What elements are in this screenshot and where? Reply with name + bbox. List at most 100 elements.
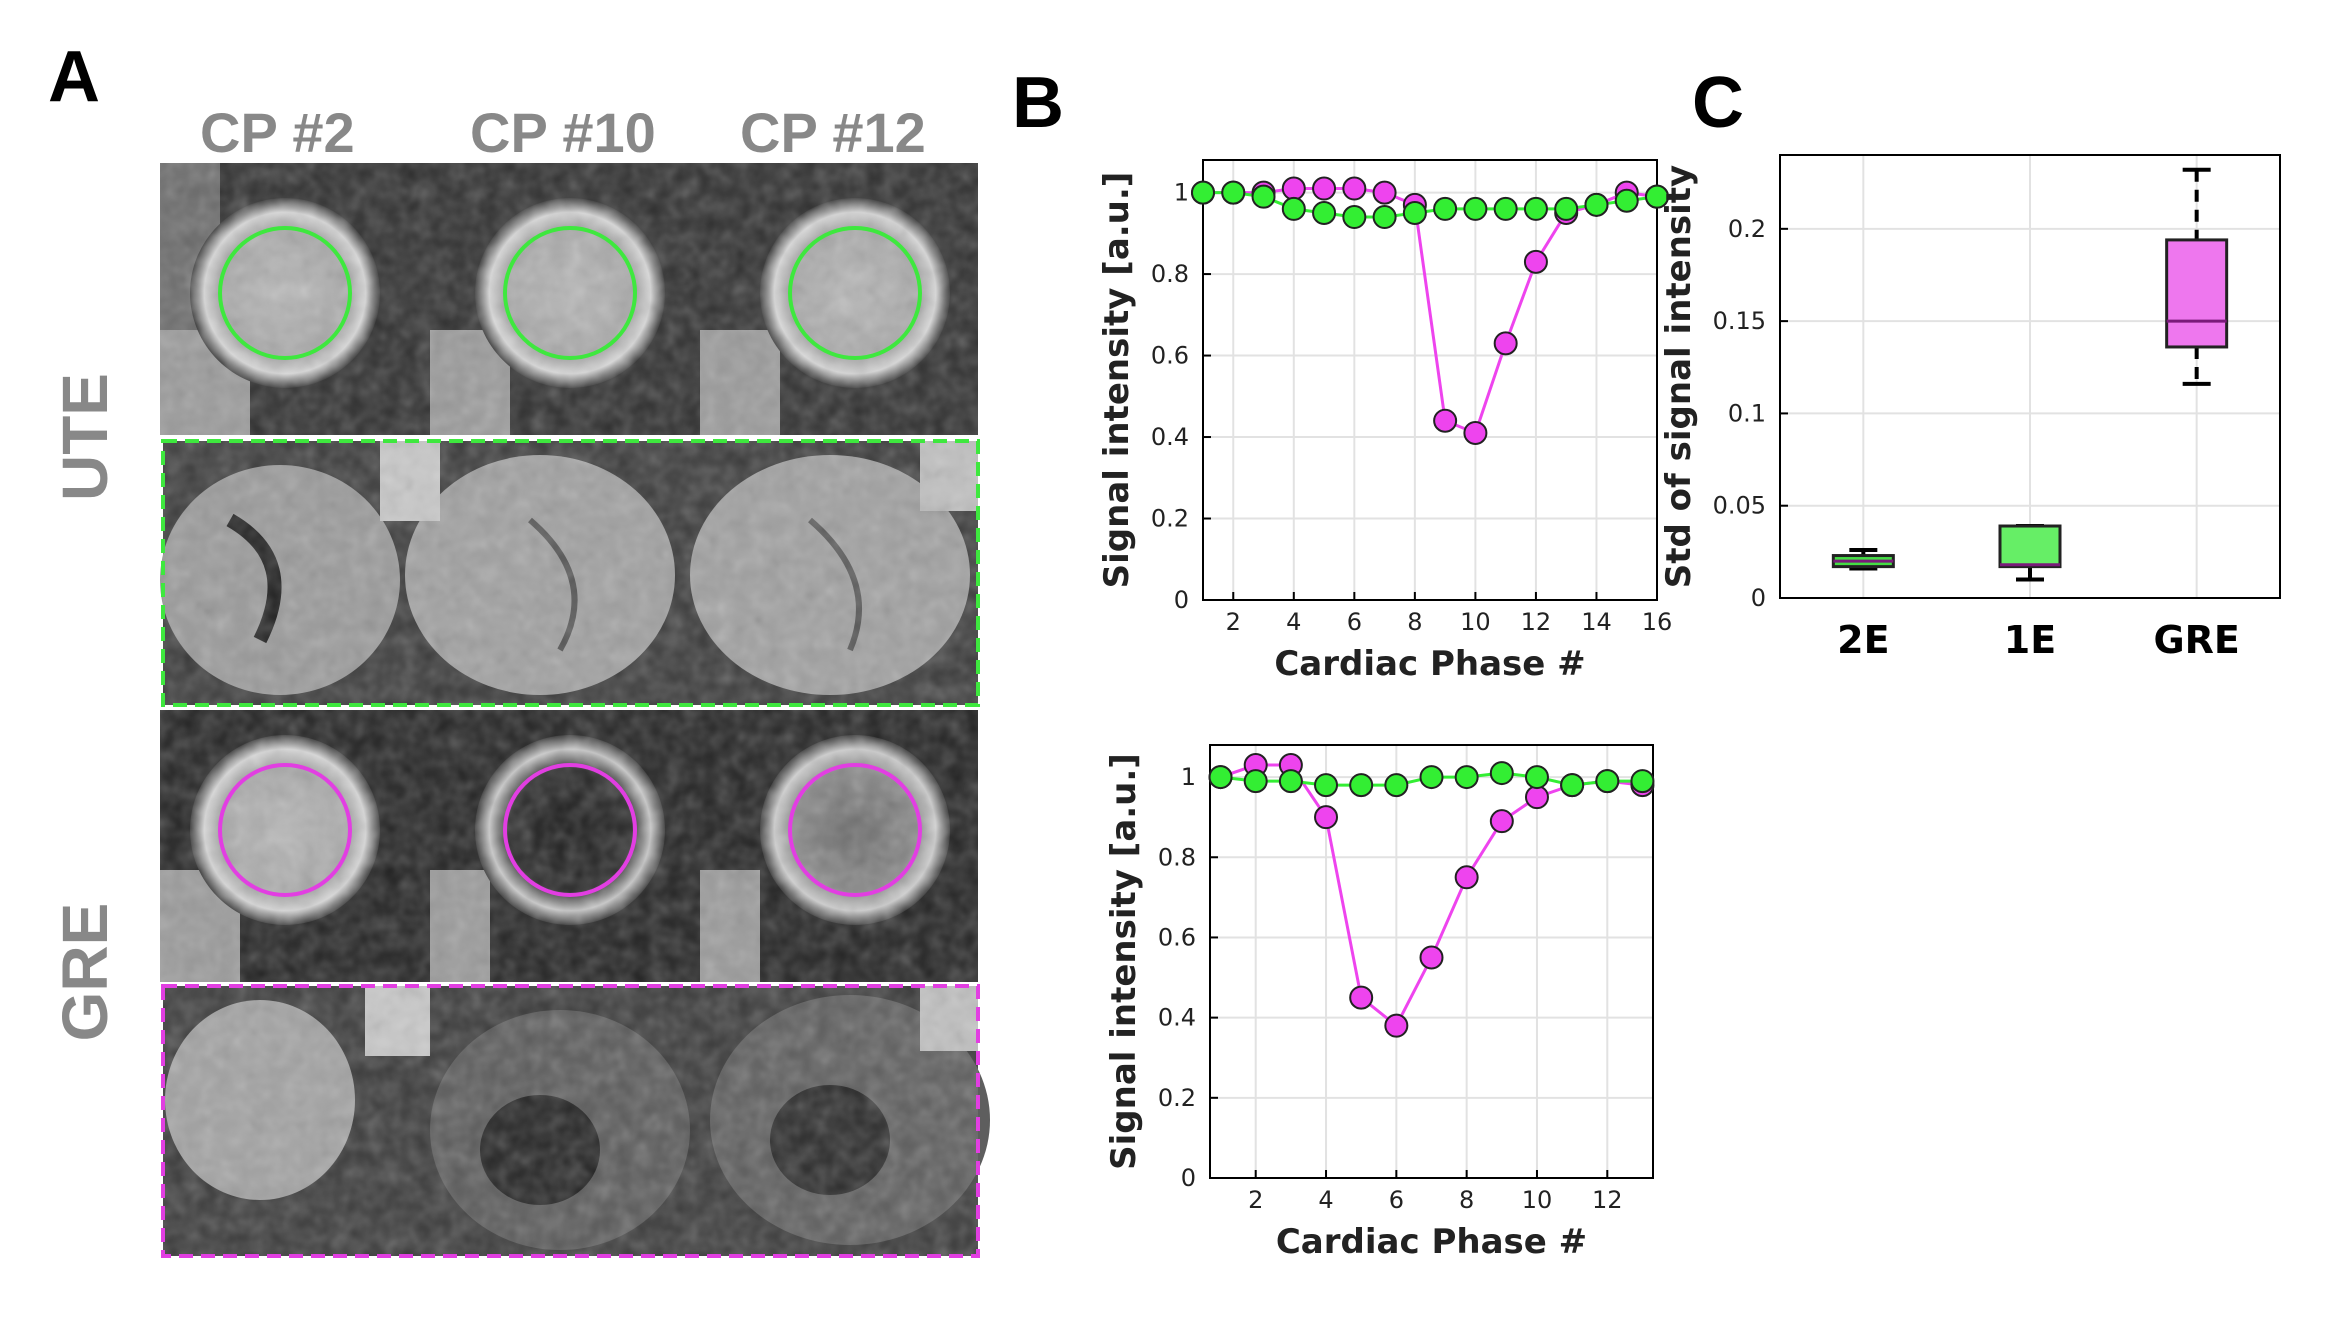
x-tick-label: 4 bbox=[1318, 1186, 1333, 1214]
data-point-1 bbox=[1402, 200, 1427, 225]
data-point-1 bbox=[1278, 769, 1303, 794]
gre-heart-row bbox=[161, 984, 990, 1258]
y-axis-label: Std of signal intensity bbox=[1659, 165, 1699, 588]
y-tick-label: 0 bbox=[1751, 584, 1766, 612]
x-axis-label: Cardiac Phase # bbox=[1276, 1222, 1587, 1262]
y-axis-label: Signal intensity [a.u.] bbox=[1104, 753, 1144, 1170]
x-tick-label: 12 bbox=[1592, 1186, 1623, 1214]
data-point-1 bbox=[1312, 200, 1337, 225]
data-point-1 bbox=[1372, 205, 1397, 230]
x-tick-label: 8 bbox=[1407, 608, 1422, 636]
column-label-cp10: CP #10 bbox=[470, 101, 656, 164]
data-point-1 bbox=[1314, 773, 1339, 798]
y-tick-label: 0.1 bbox=[1728, 399, 1766, 427]
y-tick-label: 0.6 bbox=[1151, 342, 1189, 370]
data-point-1 bbox=[1560, 773, 1585, 798]
ute-vessel-row bbox=[160, 163, 978, 435]
data-point-1 bbox=[1243, 769, 1268, 794]
data-point-1 bbox=[1493, 196, 1518, 221]
y-tick-label: 0.05 bbox=[1713, 492, 1766, 520]
panel-a-letter: A bbox=[48, 37, 100, 117]
data-point-0 bbox=[1463, 420, 1488, 445]
category-label: 1E bbox=[2004, 618, 2056, 662]
y-tick-label: 1 bbox=[1181, 763, 1196, 791]
x-tick-label: 4 bbox=[1286, 608, 1301, 636]
box-gre bbox=[2165, 238, 2229, 349]
data-point-1 bbox=[1384, 773, 1409, 798]
x-tick-label: 16 bbox=[1642, 608, 1673, 636]
data-point-0 bbox=[1349, 985, 1374, 1010]
data-point-1 bbox=[1221, 180, 1246, 205]
y-tick-label: 0.2 bbox=[1158, 1084, 1196, 1112]
y-tick-label: 0.8 bbox=[1158, 843, 1196, 871]
category-label: 2E bbox=[1837, 618, 1889, 662]
data-point-1 bbox=[1342, 205, 1367, 230]
data-point-1 bbox=[1208, 765, 1233, 790]
y-tick-label: 0.2 bbox=[1728, 215, 1766, 243]
panel-b-letter: B bbox=[1012, 63, 1064, 143]
data-point-1 bbox=[1489, 761, 1514, 786]
data-point-1 bbox=[1584, 192, 1609, 217]
y-tick-label: 0 bbox=[1181, 1164, 1196, 1192]
y-tick-label: 0.8 bbox=[1151, 260, 1189, 288]
data-point-0 bbox=[1419, 945, 1444, 970]
panel-c-letter: C bbox=[1692, 63, 1744, 143]
data-point-0 bbox=[1523, 249, 1548, 274]
data-point-1 bbox=[1419, 765, 1444, 790]
y-tick-label: 0.6 bbox=[1158, 923, 1196, 951]
data-point-0 bbox=[1384, 1013, 1409, 1038]
data-point-1 bbox=[1251, 184, 1276, 209]
data-point-1 bbox=[1524, 765, 1549, 790]
data-point-0 bbox=[1433, 408, 1458, 433]
y-tick-label: 1 bbox=[1174, 179, 1189, 207]
x-tick-label: 6 bbox=[1389, 1186, 1404, 1214]
x-tick-label: 10 bbox=[1460, 608, 1491, 636]
data-point-1 bbox=[1645, 184, 1669, 209]
x-tick-label: 2 bbox=[1226, 608, 1241, 636]
data-point-0 bbox=[1312, 176, 1337, 201]
data-point-1 bbox=[1281, 196, 1306, 221]
category-label: GRE bbox=[2153, 618, 2239, 662]
data-point-0 bbox=[1314, 805, 1339, 830]
data-point-1 bbox=[1433, 196, 1458, 221]
y-tick-label: 0.4 bbox=[1151, 423, 1189, 451]
data-point-0 bbox=[1493, 331, 1518, 356]
data-point-0 bbox=[1342, 176, 1367, 201]
x-axis-label: Cardiac Phase # bbox=[1274, 644, 1585, 684]
gre-vessel-row bbox=[160, 710, 978, 982]
x-tick-label: 8 bbox=[1459, 1186, 1474, 1214]
x-tick-label: 2 bbox=[1248, 1186, 1263, 1214]
plot-frame bbox=[1779, 154, 2281, 599]
data-point-1 bbox=[1523, 196, 1548, 221]
data-point-1 bbox=[1463, 196, 1488, 221]
data-point-1 bbox=[1191, 180, 1215, 205]
series-line-1 bbox=[1203, 191, 1658, 219]
data-point-1 bbox=[1630, 769, 1655, 794]
data-point-0 bbox=[1372, 180, 1397, 205]
y-axis-label: Signal intensity [a.u.] bbox=[1097, 172, 1137, 589]
data-point-0 bbox=[1489, 809, 1514, 834]
data-point-1 bbox=[1554, 196, 1579, 221]
plot-frame bbox=[1209, 744, 1654, 1179]
ute-heart-row bbox=[160, 439, 980, 707]
column-label-cp12: CP #12 bbox=[740, 101, 926, 164]
box-1e bbox=[1998, 524, 2062, 569]
data-point-1 bbox=[1614, 188, 1639, 213]
data-point-1 bbox=[1454, 765, 1479, 790]
data-point-1 bbox=[1595, 769, 1620, 794]
x-tick-label: 14 bbox=[1581, 608, 1612, 636]
data-point-0 bbox=[1454, 865, 1479, 890]
data-point-1 bbox=[1349, 773, 1374, 798]
y-tick-label: 0 bbox=[1174, 586, 1189, 614]
plot-frame bbox=[1202, 159, 1658, 601]
x-tick-label: 12 bbox=[1521, 608, 1552, 636]
y-tick-label: 0.15 bbox=[1713, 307, 1766, 335]
y-tick-label: 0.4 bbox=[1158, 1004, 1196, 1032]
y-tick-label: 0.2 bbox=[1151, 505, 1189, 533]
column-label-cp2: CP #2 bbox=[200, 101, 355, 164]
x-tick-label: 10 bbox=[1522, 1186, 1553, 1214]
